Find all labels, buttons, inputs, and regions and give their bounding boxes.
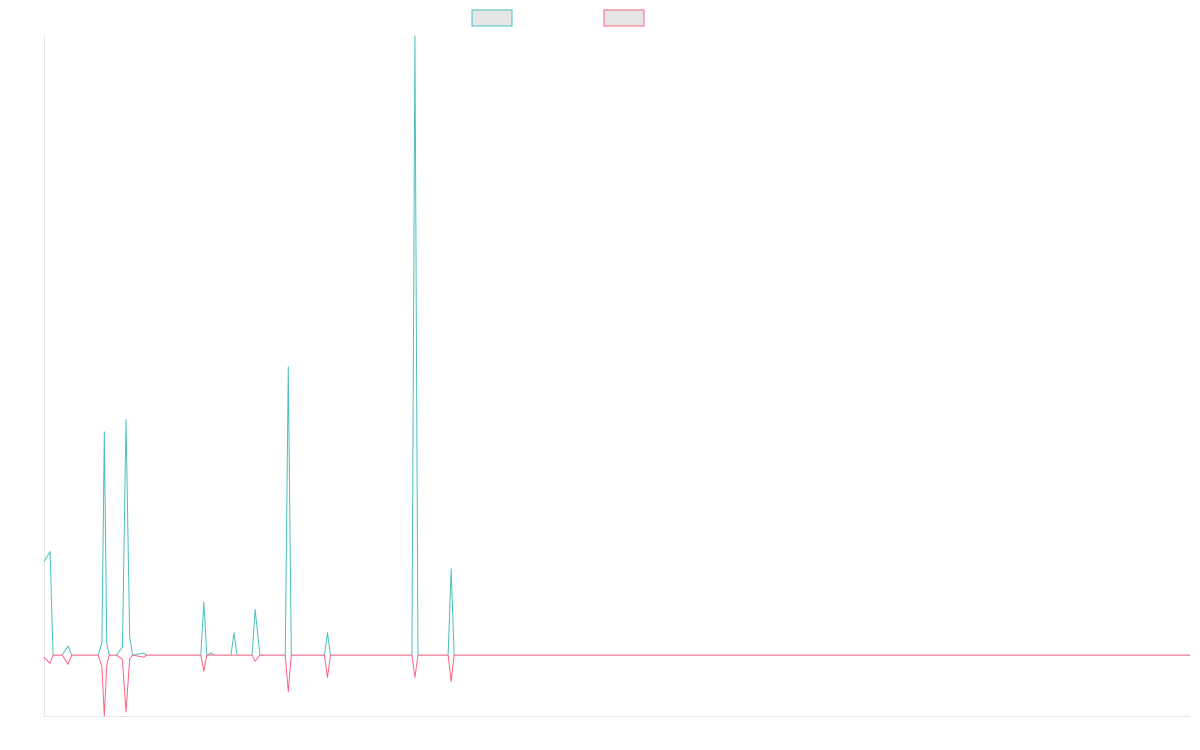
legend	[471, 9, 645, 27]
legend-item-series-2[interactable]	[603, 9, 645, 27]
legend-swatch-series-2	[603, 9, 645, 27]
series-layer	[43, 35, 1190, 717]
plot-area	[43, 35, 1190, 717]
legend-swatch-series-1	[471, 9, 513, 27]
series-line-1	[43, 35, 1190, 656]
series-line-2	[43, 654, 1190, 717]
legend-item-series-1[interactable]	[471, 9, 513, 27]
